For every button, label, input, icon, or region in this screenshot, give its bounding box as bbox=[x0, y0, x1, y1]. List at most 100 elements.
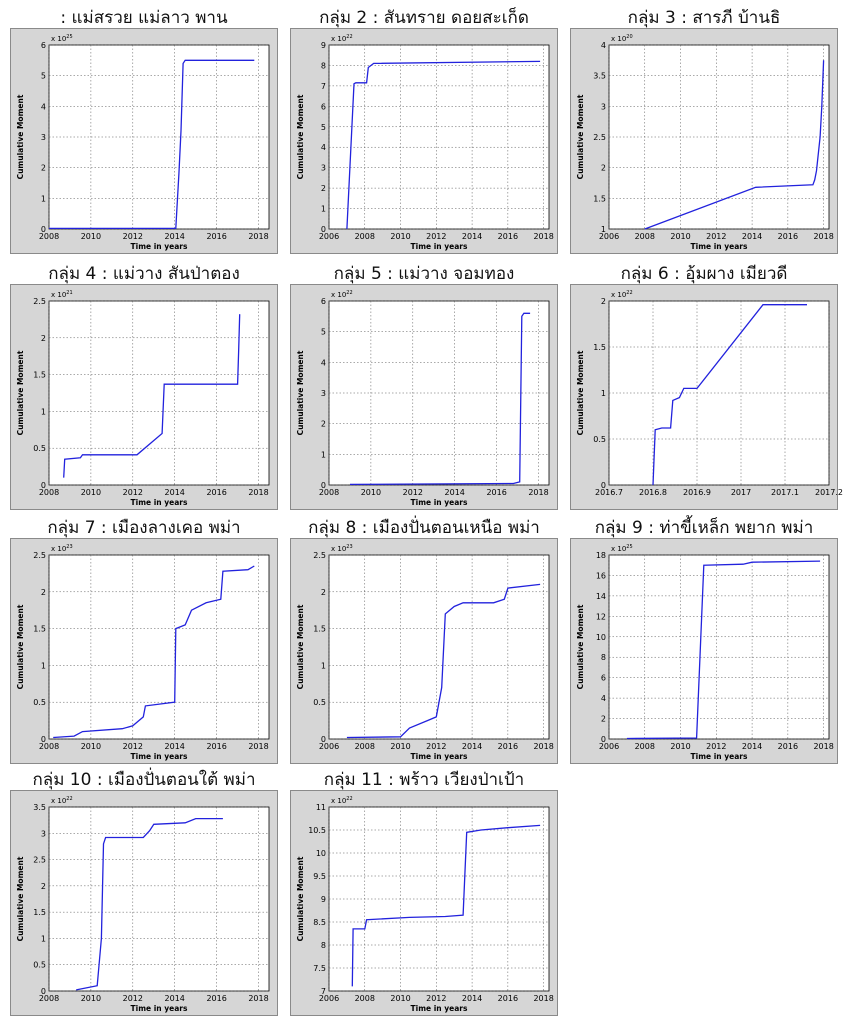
x-tick-label: 2012 bbox=[123, 232, 143, 241]
chart-panel: กลุ่ม 4 : แม่วาง สันป่าตอง 2008 2010 2012 20… bbox=[10, 256, 278, 512]
plot-area bbox=[48, 554, 270, 740]
y-tick-label: 7 bbox=[321, 987, 326, 996]
chart-title: กลุ่ม 4 : แม่วาง สันป่าตอง bbox=[48, 264, 240, 284]
x-tick-label: 2018 bbox=[533, 994, 553, 1003]
x-tick-label: 2010 bbox=[670, 742, 690, 751]
y-tick-label: 0.5 bbox=[33, 444, 46, 453]
plot-area bbox=[608, 554, 830, 740]
x-tick-label: 2018 bbox=[248, 232, 268, 241]
x-axis-label: Time in years bbox=[131, 242, 188, 251]
chart-panel: กลุ่ม 10 : เมืองปั่นตอนใต้ พม่า 2008 2010 2… bbox=[10, 762, 278, 1018]
x-tick-label: 2016 bbox=[498, 742, 518, 751]
plot-frame: 2006 2008 2010 2012 2014 2016 2018 0 0.5 1 1.5 2 2.5… bbox=[290, 538, 558, 764]
chart-panel: กลุ่ม 7 : เมืองลางเคอ พม่า 2008 2010 2012 20… bbox=[10, 510, 278, 766]
x-tick-label: 2014 bbox=[462, 994, 482, 1003]
x-tick-label: 2006 bbox=[319, 232, 339, 241]
exponent-base: x 10 bbox=[611, 35, 626, 43]
plot-frame: 2016.7 2016.8 2016.9 2017 2017.1 2017.2 0 0.5 1 1… bbox=[570, 284, 843, 510]
plot-frame: 2008 2010 2012 2014 2016 2018 0 0.5 1 1.5 2 2.5 x 10… bbox=[10, 538, 278, 764]
chart-panel: กลุ่ม 11 : พร้าว เวียงป่าเป้า 2006 2008 201… bbox=[290, 762, 558, 1018]
x-tick-label: 2006 bbox=[599, 742, 619, 751]
x-tick-label: 2012 bbox=[426, 232, 446, 241]
x-tick-label: 2008 bbox=[39, 232, 59, 241]
y-axis-label: Cumulative Moment bbox=[296, 604, 305, 689]
y-tick-label: 12 bbox=[596, 612, 606, 621]
y-tick-label: 5 bbox=[321, 123, 326, 132]
y-tick-label: 5 bbox=[321, 328, 326, 337]
y-axis-label: Cumulative Moment bbox=[296, 94, 305, 179]
plot-frame: 2008 2010 2012 2014 2016 2018 0 0.5 1 1.5 2 2.5 3 3.5… bbox=[10, 790, 278, 1016]
y-tick-label: 4 bbox=[41, 102, 46, 111]
plot-area bbox=[328, 554, 550, 740]
y-tick-label: 10 bbox=[596, 633, 606, 642]
y-tick-label: 8.5 bbox=[313, 918, 326, 927]
x-tick-label: 2018 bbox=[813, 742, 833, 751]
x-axis-label: Time in years bbox=[411, 752, 468, 761]
y-tick-label: 1 bbox=[321, 450, 326, 459]
y-tick-label: 0.5 bbox=[593, 435, 606, 444]
y-tick-label: 9 bbox=[321, 895, 326, 904]
x-tick-label: 2016 bbox=[498, 994, 518, 1003]
y-tick-label: 3 bbox=[321, 164, 326, 173]
exponent-label: x 1022 bbox=[611, 290, 633, 299]
exponent-base: x 10 bbox=[331, 35, 346, 43]
x-tick-label: 2018 bbox=[248, 488, 268, 497]
y-tick-label: 1 bbox=[41, 661, 46, 670]
y-tick-label: 6 bbox=[41, 41, 46, 50]
y-tick-label: 5 bbox=[41, 72, 46, 81]
x-axis-label: Time in years bbox=[411, 1004, 468, 1013]
plot-area bbox=[328, 44, 550, 230]
y-tick-label: 2 bbox=[321, 184, 326, 193]
y-tick-label: 4 bbox=[321, 143, 326, 152]
y-tick-label: 1.5 bbox=[33, 625, 46, 634]
y-tick-label: 7.5 bbox=[313, 964, 326, 973]
y-tick-label: 0 bbox=[41, 481, 46, 490]
x-tick-label: 2016 bbox=[778, 232, 798, 241]
x-tick-label: 2008 bbox=[39, 742, 59, 751]
x-tick-label: 2016 bbox=[206, 742, 226, 751]
x-tick-label: 2016 bbox=[206, 994, 226, 1003]
x-tick-label: 2016 bbox=[498, 232, 518, 241]
x-tick-label: 2018 bbox=[533, 232, 553, 241]
x-tick-label: 2017.2 bbox=[815, 488, 843, 497]
plot-frame: 2008 2010 2012 2014 2016 2018 0 1 2 3 4 5 6 x 1022 Tim… bbox=[290, 284, 558, 510]
plot-frame: 2006 2008 2010 2012 2014 2016 2018 0 1 2 3 4 5 6 7 8 9 x … bbox=[290, 28, 558, 254]
exponent-label: x 1020 bbox=[611, 34, 633, 43]
exponent-base: x 10 bbox=[611, 545, 626, 553]
x-tick-label: 2008 bbox=[39, 488, 59, 497]
x-tick-label: 2012 bbox=[123, 742, 143, 751]
exponent-power: 20 bbox=[626, 34, 632, 40]
series-line bbox=[652, 304, 807, 486]
x-tick-label: 2006 bbox=[599, 232, 619, 241]
exponent-base: x 10 bbox=[51, 291, 66, 299]
x-tick-label: 2016.8 bbox=[639, 488, 667, 497]
x-axis-label: Time in years bbox=[131, 1004, 188, 1013]
exponent-power: 25 bbox=[626, 544, 632, 550]
series-line bbox=[53, 565, 255, 739]
y-tick-label: 11 bbox=[316, 803, 326, 812]
x-tick-label: 2014 bbox=[445, 488, 465, 497]
x-tick-label: 2016 bbox=[778, 742, 798, 751]
x-tick-label: 2014 bbox=[165, 994, 185, 1003]
exponent-power: 21 bbox=[66, 290, 72, 296]
chart-panel: กลุ่ม 5 : แม่วาง จอมทอง 2008 2010 2012 2014 2… bbox=[290, 256, 558, 512]
chart-svg: 2008 2010 2012 2014 2016 2018 0 1 2 3 4 5 6 x 1025 Tim… bbox=[16, 34, 270, 251]
x-tick-label: 2016.7 bbox=[595, 488, 623, 497]
chart-svg: 2016.7 2016.8 2016.9 2017 2017.1 2017.2 0 0.5 1 1… bbox=[576, 290, 843, 497]
exponent-power: 23 bbox=[66, 544, 72, 550]
y-tick-label: 1.5 bbox=[593, 194, 606, 203]
y-tick-label: 18 bbox=[596, 551, 606, 560]
y-tick-label: 1 bbox=[321, 661, 326, 670]
y-tick-label: 1.5 bbox=[593, 343, 606, 352]
y-tick-label: 3 bbox=[321, 389, 326, 398]
chart-panel: กลุ่ม 3 : สารภี บ้านธิ 2006 2008 2010 2012 20… bbox=[570, 0, 838, 256]
y-tick-label: 8 bbox=[321, 941, 326, 950]
y-tick-label: 3 bbox=[601, 102, 606, 111]
plot-area bbox=[48, 300, 270, 486]
x-tick-label: 2010 bbox=[390, 994, 410, 1003]
y-tick-label: 0 bbox=[41, 987, 46, 996]
y-axis-label: Cumulative Moment bbox=[16, 856, 25, 941]
y-tick-label: 0 bbox=[41, 225, 46, 234]
chart-svg: 2006 2008 2010 2012 2014 2016 2018 1 1.5 2 2.5 3 3.5… bbox=[576, 34, 834, 251]
y-tick-label: 0.5 bbox=[33, 961, 46, 970]
